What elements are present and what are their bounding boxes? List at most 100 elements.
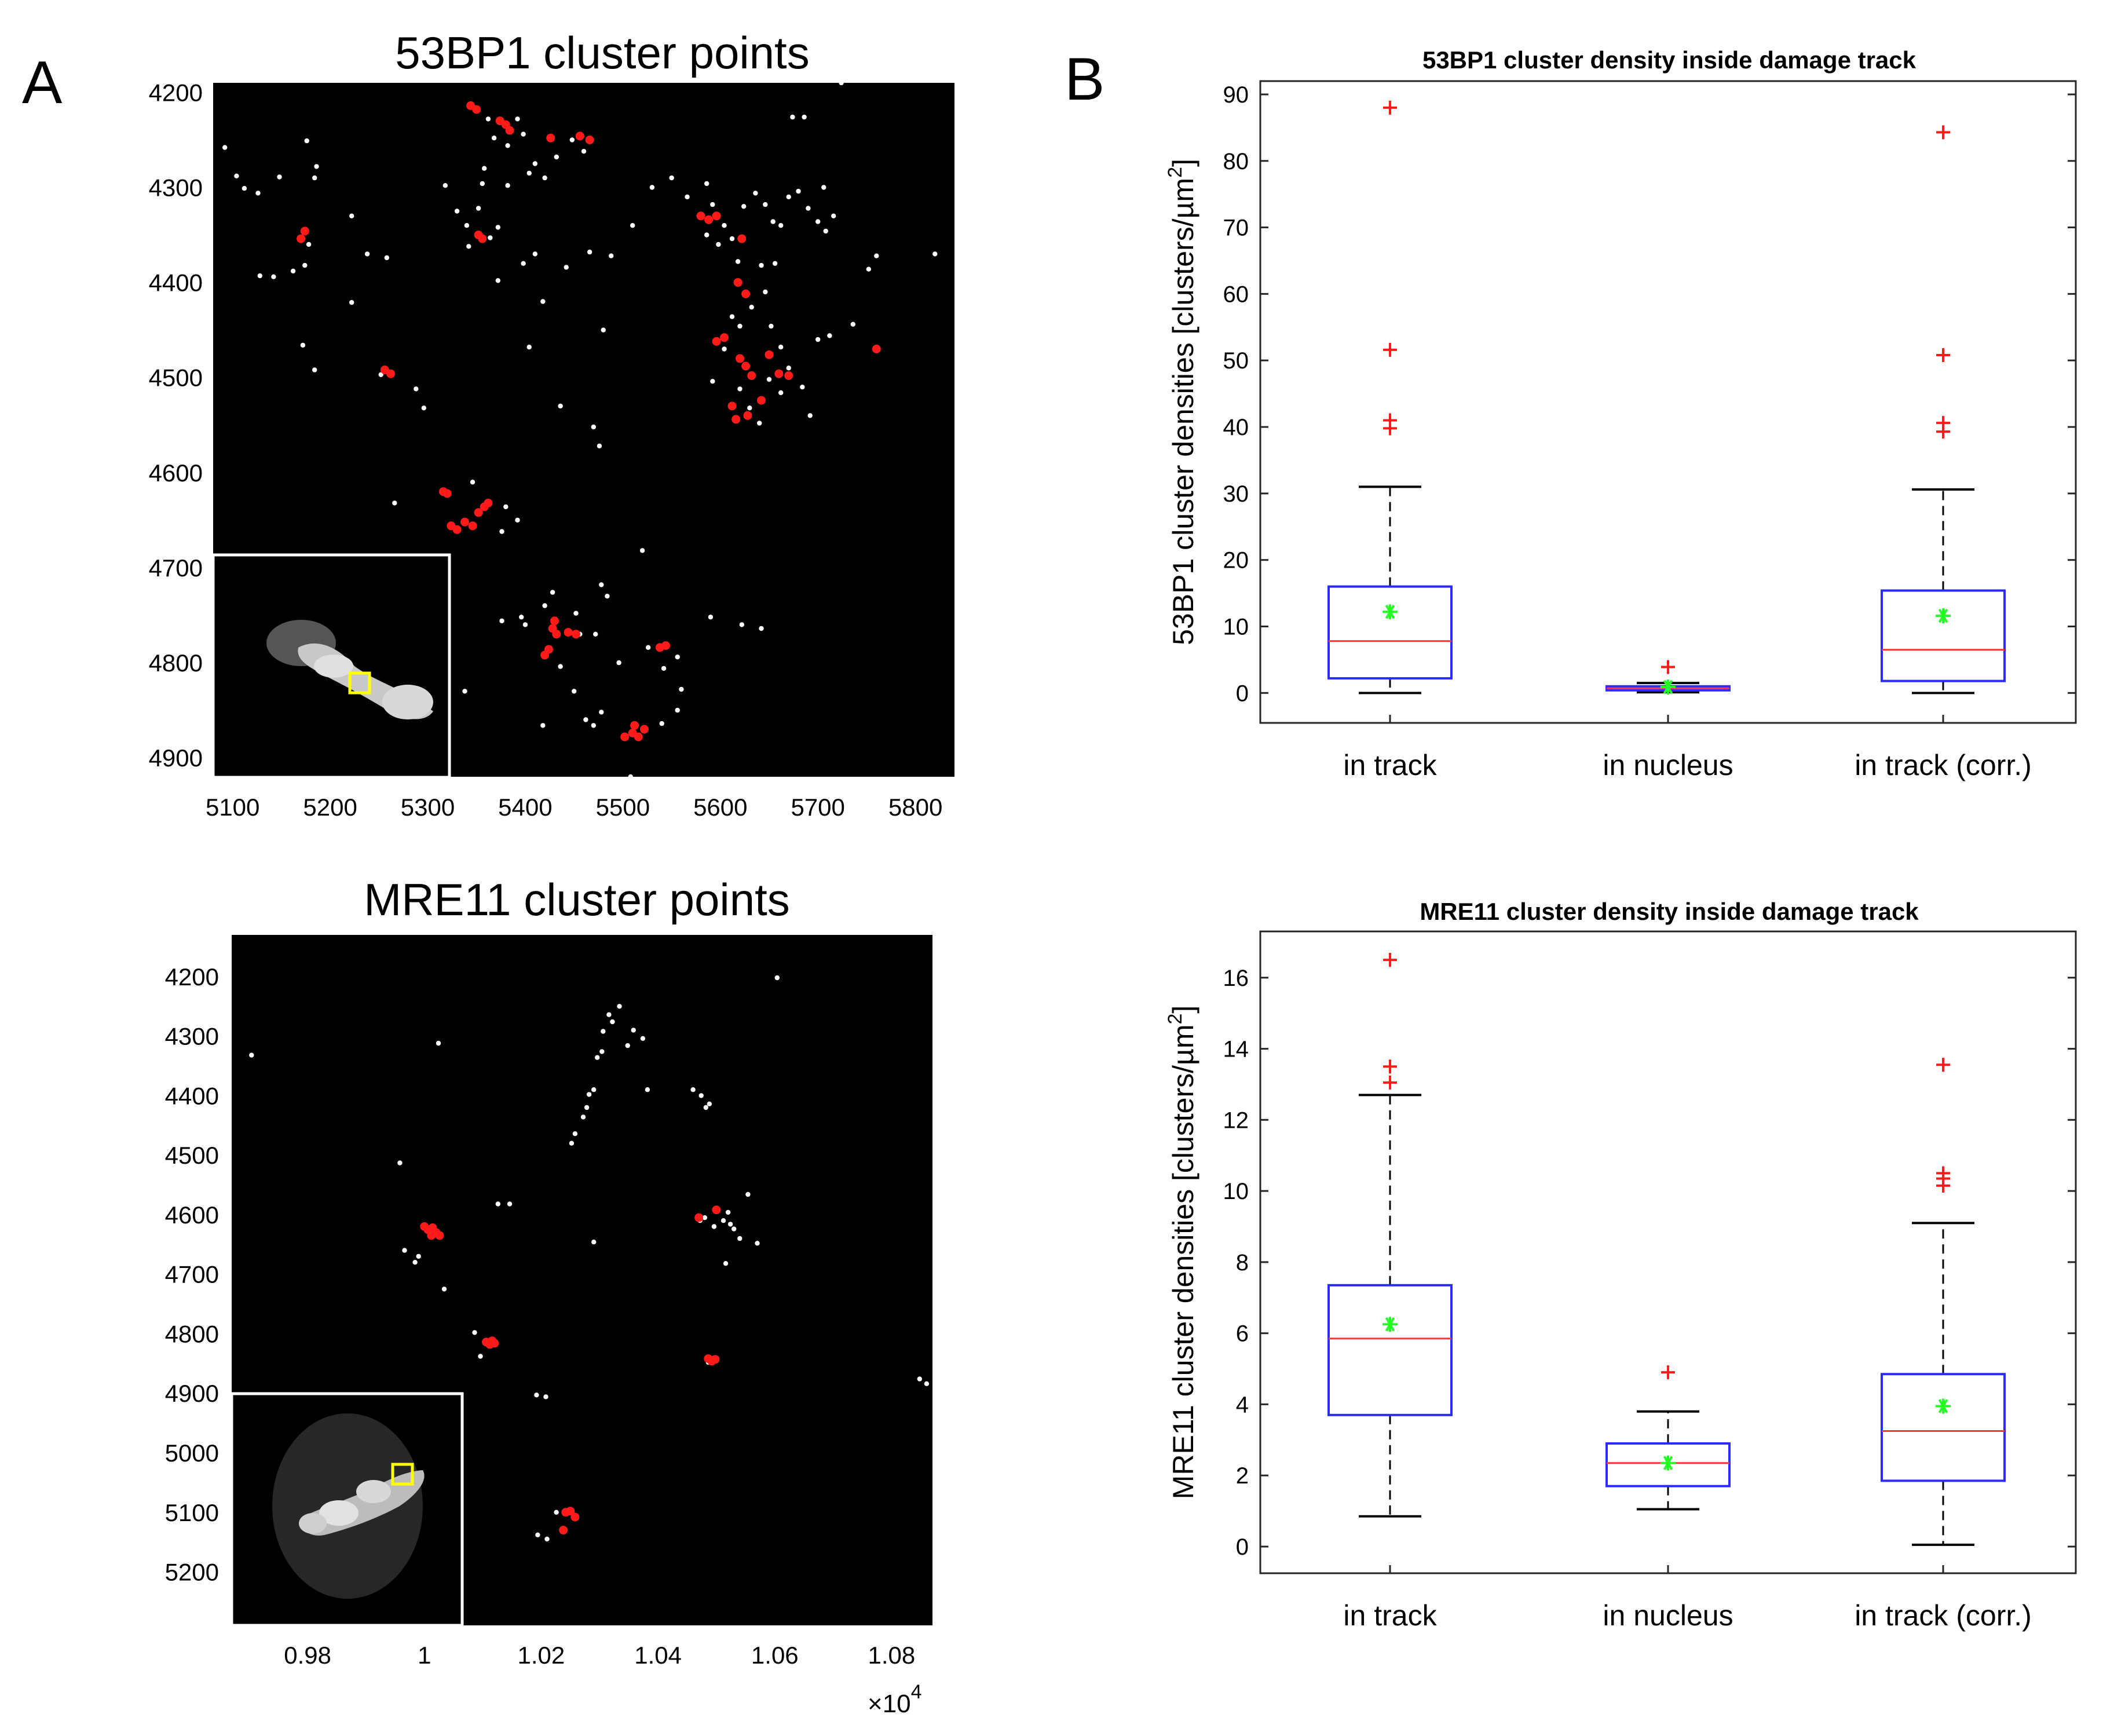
localization-point (442, 183, 448, 188)
cluster-point (774, 369, 784, 378)
cluster-point (620, 732, 630, 741)
cluster-point (472, 105, 481, 114)
localization-point (302, 262, 308, 268)
box-2 (1605, 1365, 1731, 1511)
mean-marker (1661, 1455, 1676, 1471)
localization-point (485, 116, 491, 122)
cluster-point (741, 361, 751, 371)
localization-point (476, 206, 481, 211)
localization-point (716, 242, 721, 247)
cluster-point (505, 126, 514, 135)
box-3 (1881, 125, 2006, 695)
localization-point (698, 1093, 704, 1098)
localization-point (616, 660, 621, 666)
iqr-box (1327, 1284, 1453, 1416)
localization-point (222, 145, 228, 150)
localization-point (543, 1394, 548, 1399)
category-label: in track (corr.) (1855, 1599, 2032, 1632)
localization-point (507, 1201, 513, 1207)
y-tick-label: 40 (1223, 415, 1249, 440)
boxplot-53bp1-frame (1259, 80, 2077, 724)
localization-point (661, 666, 667, 671)
x-tick-label: 5100 (206, 794, 259, 821)
y-tick-label: 4600 (149, 459, 203, 487)
localization-point (521, 261, 526, 266)
boxplot-53bp1-ylabel: 53BP1 cluster densities [clusters/µm2] (1164, 159, 1199, 645)
localization-point (737, 323, 743, 329)
iqr-box (1605, 1442, 1731, 1488)
category-label: in nucleus (1603, 1599, 1733, 1632)
x-tick-label: 1.08 (868, 1642, 916, 1669)
localization-point (609, 253, 614, 258)
localization-point (503, 504, 509, 510)
cluster-point (546, 133, 555, 142)
localization-point (917, 1376, 923, 1382)
localization-point (470, 480, 476, 485)
y-tick-label: 2 (1236, 1463, 1249, 1489)
localization-point (312, 367, 317, 372)
localization-point (722, 346, 727, 352)
outlier-marker (1383, 1075, 1397, 1090)
localization-point (416, 1253, 421, 1259)
localization-point (505, 143, 510, 148)
panel-label-b: B (1065, 46, 1104, 113)
cluster-point (712, 337, 721, 346)
category-label: in track (corr.) (1855, 749, 2032, 781)
y-tick-label: 4400 (165, 1082, 219, 1109)
localization-point (747, 405, 752, 411)
localization-point (874, 253, 879, 258)
x-tick-label: 5800 (888, 794, 942, 821)
y-tick-label: 4500 (165, 1142, 219, 1169)
localization-point (807, 413, 813, 418)
localization-point (669, 175, 674, 181)
localization-point (763, 202, 768, 207)
localization-point (729, 236, 735, 242)
localization-point (242, 186, 247, 191)
mean-marker (1936, 1398, 1951, 1414)
localization-point (646, 645, 651, 650)
localization-point (702, 1215, 708, 1220)
localization-point (349, 213, 354, 218)
boxplot-mre11-ylabel: MRE11 cluster densities [clusters/µm2] (1164, 1006, 1199, 1500)
localization-point (349, 299, 354, 305)
localization-point (300, 342, 306, 348)
localization-point (769, 323, 774, 329)
y-tick-label: 30 (1223, 481, 1249, 507)
cluster-point (484, 498, 493, 507)
localization-point (704, 232, 709, 237)
localization-point (540, 299, 546, 304)
outlier-marker (1936, 125, 1950, 140)
localization-point (515, 517, 520, 523)
localization-point (378, 372, 383, 377)
localization-point (392, 500, 397, 506)
localization-point (306, 242, 312, 247)
scatter-53bp1-inset (211, 553, 451, 779)
box-2 (1605, 660, 1731, 695)
localization-point (729, 314, 735, 319)
localization-point (707, 1101, 712, 1107)
localization-point (720, 1218, 726, 1223)
y-tick-label: 4300 (149, 174, 203, 202)
localization-point (314, 164, 319, 169)
cluster-point (452, 525, 462, 534)
localization-point (806, 206, 811, 211)
localization-point (495, 278, 500, 283)
localization-point (766, 377, 772, 382)
localization-point (796, 188, 801, 194)
cluster-point (552, 630, 561, 639)
cluster-point (540, 650, 550, 660)
localization-point (710, 379, 715, 384)
scatter-mre11-y-ticks: 4200 4300 4400 4500 4600 4700 4800 4900 5000 5100… (165, 963, 219, 1586)
localization-point (755, 1241, 760, 1246)
cluster-point (575, 131, 584, 141)
localization-point (710, 202, 715, 207)
localization-point (601, 1029, 606, 1034)
localization-point (932, 251, 938, 257)
mean-marker (1661, 679, 1676, 695)
x-tick-label: 5700 (791, 794, 844, 821)
localization-point (722, 223, 727, 228)
cluster-point (564, 628, 573, 637)
y-tick-label: 4400 (149, 269, 203, 297)
localization-point (535, 1532, 540, 1537)
localization-point (532, 251, 537, 257)
